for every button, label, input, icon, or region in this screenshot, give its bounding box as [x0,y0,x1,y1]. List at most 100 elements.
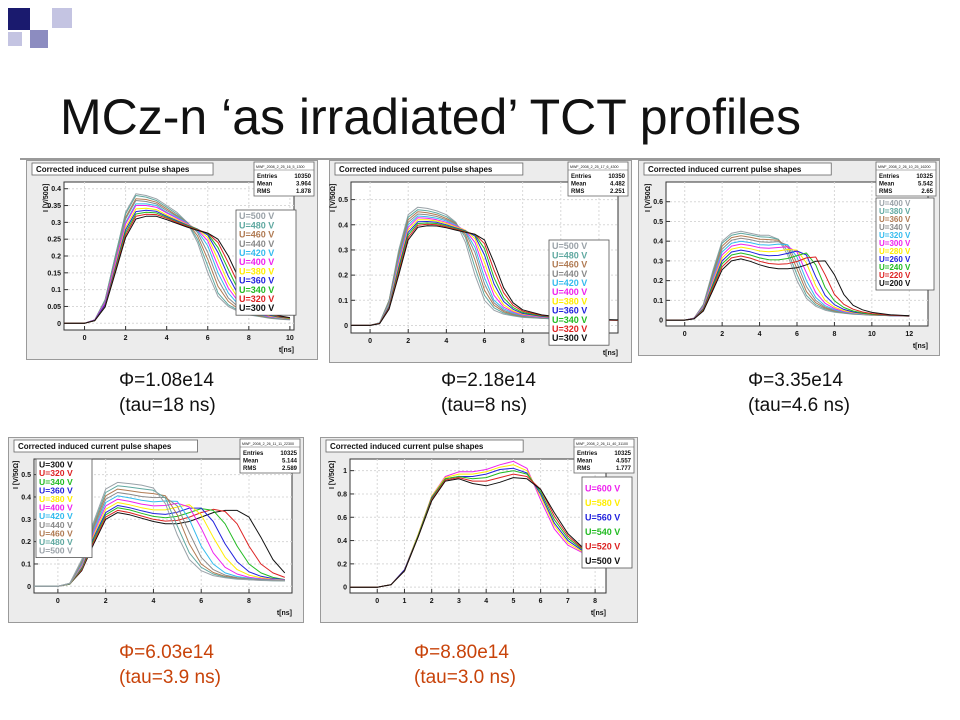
legend-entry: U=520 V [585,542,620,552]
x-axis-label: t[ns] [277,610,292,617]
stats-label: RMS [243,466,256,472]
plot-title: Corrected induced current pulse shapes [339,165,493,174]
legend-entry: U=240 V [879,263,911,272]
x-tick-label: 0 [375,598,379,605]
x-tick-label: 6 [483,338,487,345]
legend-entry: U=540 V [585,527,620,537]
legend-entry: U=360 V [879,215,911,224]
legend-entry: U=420 V [39,511,73,521]
y-tick-label: 0.5 [21,472,31,479]
y-tick-label: 0.6 [337,515,347,522]
y-tick-label: 0.1 [338,298,348,305]
caption-fluence: Φ=8.80e14 [414,642,509,663]
y-tick-label: 0.3 [21,517,31,524]
stats-label: RMS [879,189,892,195]
legend-entry: U=380 V [879,207,911,216]
legend-entry: U=460 V [239,230,274,240]
y-tick-label: 0.15 [47,270,61,277]
caption-tau: (tau=18 ns) [119,395,216,416]
legend-entry: U=400 V [552,287,587,297]
stats-label: Mean [571,182,587,188]
stats-label: RMS [577,466,590,472]
y-tick-label: 0.2 [51,254,61,261]
series-line [350,477,596,588]
stats-run-id: MWF_2008_2_25_16_5_1300 [256,165,305,169]
y-tick-label: 0.6 [653,199,663,206]
y-tick-label: 0.4 [337,538,347,545]
legend-entry: U=380 V [552,296,587,306]
slide-title: MCz-n ‘as irradiated’ TCT profiles [60,89,801,145]
legend-entry: U=480 V [39,537,73,547]
stats-label: Entries [257,174,278,180]
series-line [350,467,596,588]
legend-entry: U=580 V [585,498,620,508]
legend-entry: U=220 V [879,271,911,280]
y-axis-label: I [V/50Ω] [13,461,20,489]
x-tick-label: 8 [832,331,836,338]
x-tick-label: 8 [521,338,525,345]
legend-entry: U=280 V [879,247,911,256]
x-tick-label: 10 [868,331,876,338]
legend-entry: U=400 V [879,199,911,208]
legend-entry: U=360 V [239,276,274,286]
legend-entry: U=200 V [879,279,911,288]
x-tick-label: 0 [83,335,87,342]
x-tick-label: 4 [444,338,448,345]
stats-value: 2.251 [610,189,626,195]
legend-entry: U=320 V [552,324,587,334]
x-tick-label: 4 [151,598,155,605]
y-tick-label: 0 [344,323,348,330]
x-axis-label: t[ns] [591,610,606,617]
y-tick-label: 0.4 [338,222,348,229]
y-tick-label: 0.2 [653,278,663,285]
y-tick-label: 0.2 [337,561,347,568]
x-tick-label: 7 [566,598,570,605]
plot-title-box [325,439,524,453]
y-tick-label: 0 [659,318,663,325]
accent-square-dark [8,8,30,30]
x-tick-label: 2 [104,598,108,605]
stats-label: Entries [243,451,264,457]
stats-value: 10325 [916,174,933,180]
series-line [34,509,286,587]
stats-run-id: MWF_2008_2_26_10_25_16200 [878,165,931,169]
caption-fluence: Φ=3.35e14 [748,370,843,391]
legend-box [35,458,93,558]
y-tick-label: 0.5 [338,197,348,204]
legend-entry: U=480 V [239,220,274,230]
stats-box [253,161,315,197]
y-tick-label: 0.4 [653,239,663,246]
stats-value: 10325 [614,451,631,457]
stats-label: RMS [257,189,270,195]
x-tick-label: 0 [56,598,60,605]
legend-entry: U=320 V [879,231,911,240]
plot-title: Corrected induced current pulse shapes [330,442,484,451]
stats-run-id: MWF_2008_2_26_11_40_31100 [576,442,628,446]
y-tick-label: 0.35 [47,203,61,210]
caption-4: Φ=6.03e14 (tau=3.9 ns) [119,640,221,690]
y-tick-label: 0.4 [21,494,31,501]
y-tick-label: 0.3 [51,220,61,227]
x-axis-label: t[ns] [913,343,928,350]
legend-entry: U=480 V [552,250,587,260]
caption-fluence: Φ=1.08e14 [119,370,214,391]
y-tick-label: 0 [343,585,347,592]
legend-entry: U=300 V [879,239,911,248]
stats-value: 10350 [294,174,311,180]
stats-value: 1.878 [296,189,312,195]
legend-entry: U=500 V [585,556,620,566]
y-tick-label: 0.2 [338,273,348,280]
stats-run-id: MWF_2008_2_25_17_6_4300 [570,165,619,169]
caption-tau: (tau=4.6 ns) [748,395,850,416]
stats-value: 2.589 [282,466,298,472]
plot-panel-3: 0 2 4 6 8 10 12 0 0.1 0.2 0.3 0.4 0.5 0.6 t[ns] I [V/50… [638,160,940,356]
x-tick-label: 2 [720,331,724,338]
x-tick-label: 3 [457,598,461,605]
legend-entry: U=440 V [552,269,587,279]
chart-svg: 0 1 2 3 4 5 6 7 8 0 0.2 0.4 0.6 0.8 1 t[ns] I [V/50Ω] Cor… [320,437,638,623]
y-axis-label: I [V/50Ω] [43,184,50,212]
y-tick-label: 0.1 [653,298,663,305]
y-tick-label: 0.25 [47,237,61,244]
stats-box [567,161,629,197]
